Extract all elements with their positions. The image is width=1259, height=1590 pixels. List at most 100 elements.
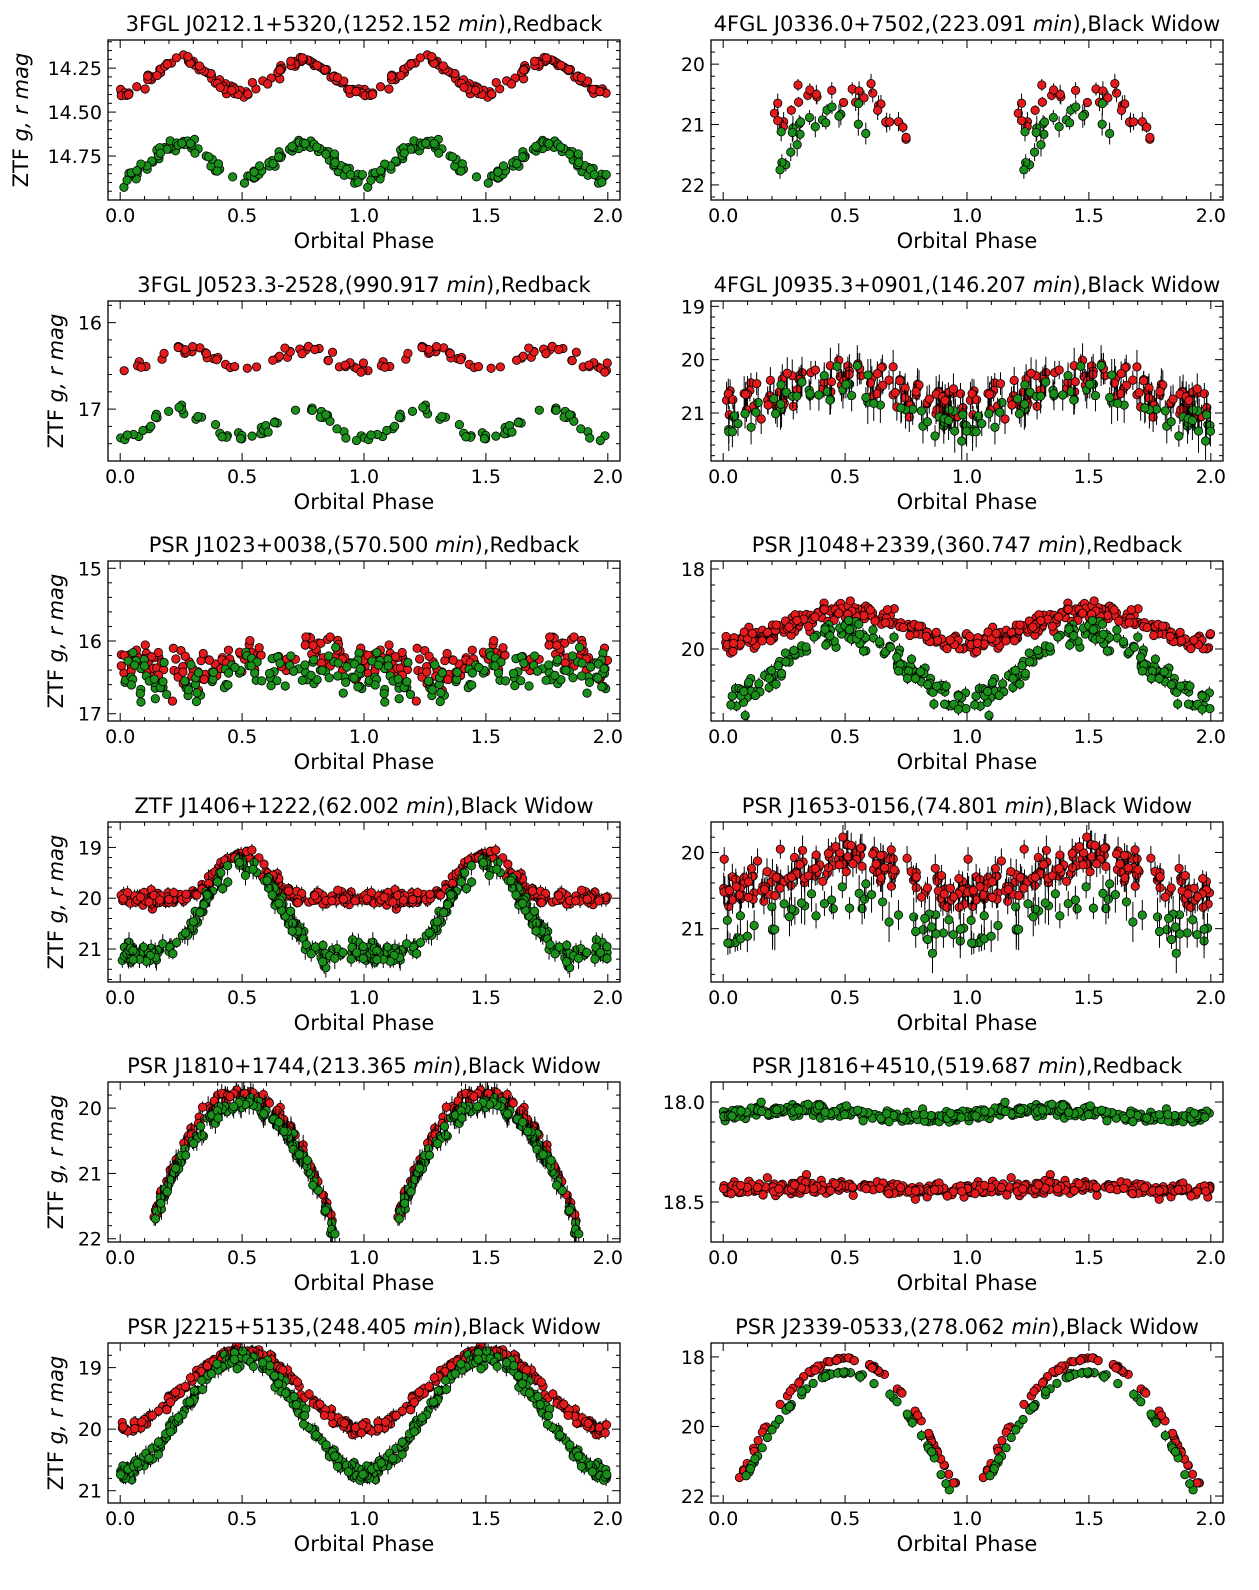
data-point [726, 700, 736, 710]
data-point [287, 141, 297, 151]
data-point [159, 348, 169, 358]
data-point [544, 640, 554, 650]
data-point [286, 651, 296, 661]
data-point [140, 84, 150, 94]
data-point [519, 658, 529, 668]
data-point [180, 651, 190, 661]
y-tick-label: 20 [681, 350, 705, 372]
data-point [795, 129, 805, 139]
panel-1: 4FGL J0336.0+7502,(223.091 min),Black Wi… [681, 12, 1226, 253]
data-point [500, 676, 511, 686]
data-point [1039, 129, 1049, 139]
data-point [1020, 127, 1030, 137]
data-point [753, 397, 763, 408]
data-point [186, 660, 196, 670]
data-point [1175, 627, 1185, 637]
data-point [858, 646, 869, 656]
data-point [513, 418, 523, 428]
data-point [456, 166, 466, 176]
data-point [422, 667, 432, 677]
data-point [872, 389, 882, 399]
data-point [889, 632, 899, 642]
data-point [1118, 636, 1129, 647]
data-point [1054, 122, 1064, 132]
data-point [223, 645, 234, 655]
data-point [168, 643, 178, 653]
x-tick-label: 2.0 [1196, 205, 1226, 227]
series-g-band [119, 134, 611, 192]
data-point [129, 660, 140, 670]
data-point [1124, 618, 1134, 628]
data-point [756, 414, 766, 424]
series-r-band [119, 341, 612, 377]
data-point [239, 178, 250, 188]
data-point [953, 704, 963, 714]
data-point [126, 680, 136, 690]
data-point [155, 148, 166, 158]
data-point [415, 654, 425, 664]
data-point [1205, 704, 1215, 714]
data-point [333, 72, 343, 83]
data-point [1070, 85, 1081, 95]
data-point [149, 674, 159, 684]
data-point [190, 148, 200, 158]
data-point [728, 638, 739, 648]
data-point [769, 394, 779, 404]
data-point [1009, 636, 1020, 646]
data-point [516, 676, 526, 686]
series-g-band [726, 615, 1215, 721]
data-point [1112, 625, 1122, 635]
data-point [447, 152, 458, 162]
data-point [474, 662, 484, 672]
data-point [351, 87, 361, 97]
data-point [136, 362, 146, 372]
data-point [192, 688, 202, 698]
data-point [1097, 98, 1108, 109]
data-point [832, 361, 842, 371]
x-axis-label: Orbital Phase [897, 750, 1038, 774]
data-point [776, 399, 786, 409]
data-point [584, 360, 594, 370]
data-point [140, 661, 150, 671]
data-point [467, 680, 477, 690]
data-point [884, 375, 894, 385]
x-tick-label: 1.0 [349, 466, 379, 488]
data-point [944, 405, 955, 415]
data-point [984, 710, 994, 721]
data-point [300, 139, 310, 149]
data-point [358, 358, 369, 368]
data-point [434, 148, 444, 158]
data-point [152, 70, 162, 81]
data-point [776, 127, 786, 137]
data-point [183, 685, 194, 695]
data-point [495, 362, 505, 372]
data-point [752, 379, 762, 389]
data-point [1185, 681, 1195, 691]
data-points [116, 632, 613, 707]
data-point [194, 61, 205, 71]
panel-5: PSR J1048+2339,(360.747 min),Redback 0.0 0… [681, 533, 1226, 774]
data-point [508, 668, 518, 679]
data-point [280, 343, 290, 353]
y-tick-label: 21 [681, 403, 705, 425]
x-tick-label: 1.5 [471, 726, 501, 748]
data-point [1025, 387, 1035, 397]
data-point [370, 680, 380, 690]
data-point [230, 361, 240, 372]
data-point [312, 60, 322, 70]
data-point [880, 618, 890, 628]
y-tick-label: 16 [78, 313, 102, 335]
data-point [1049, 85, 1059, 95]
data-point [255, 161, 265, 171]
data-point [805, 389, 815, 399]
data-point [595, 87, 605, 97]
data-point [174, 402, 184, 412]
data-point [1150, 654, 1160, 664]
data-point [384, 640, 394, 650]
data-points [721, 596, 1216, 721]
data-point [340, 360, 350, 370]
y-tick-label: 15 [78, 558, 102, 580]
x-tick-label: 0.5 [227, 205, 257, 227]
data-point [1187, 415, 1197, 426]
